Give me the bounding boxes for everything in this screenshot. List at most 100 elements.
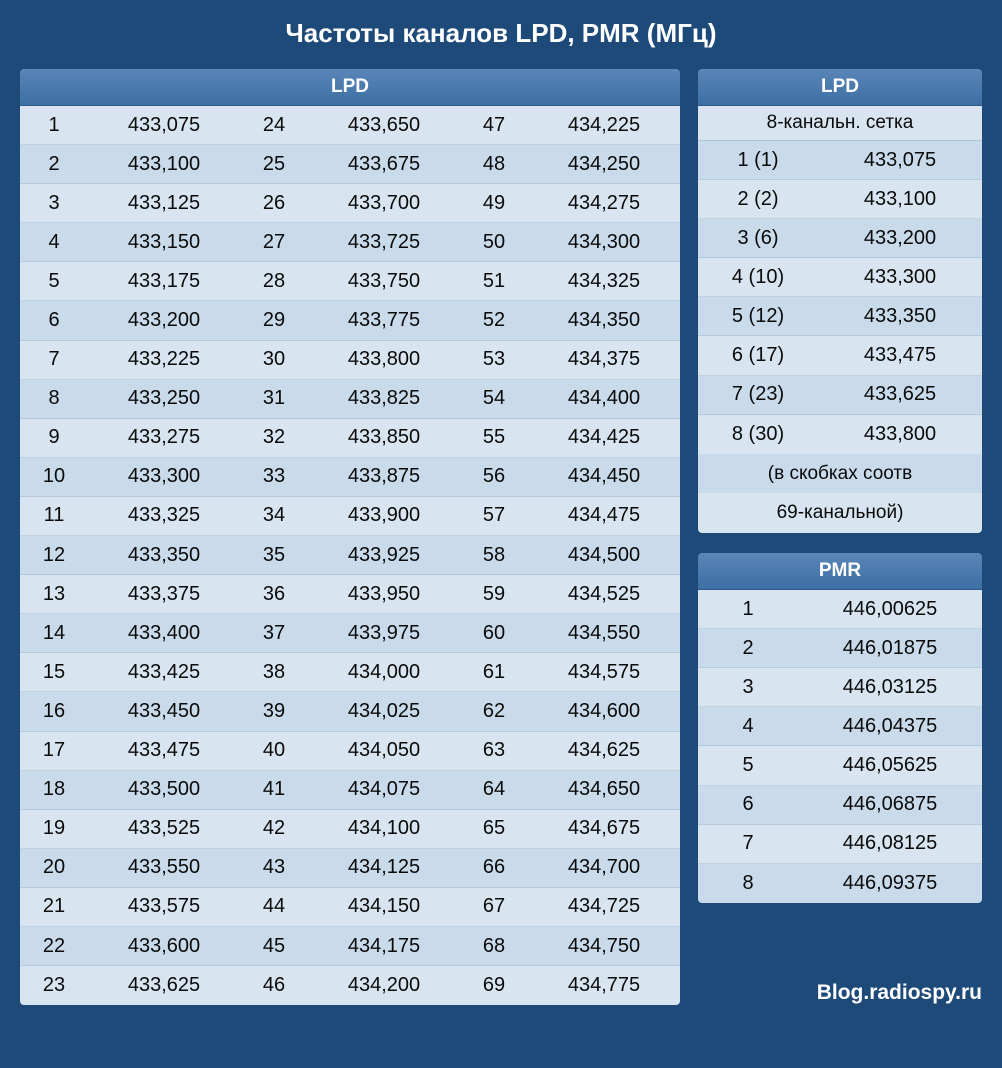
table-row: 23433,62546434,20069434,775 <box>20 966 680 1005</box>
lpd8-header: LPD <box>698 69 982 106</box>
channel-frequency: 434,600 <box>528 700 680 723</box>
channel-frequency: 433,750 <box>308 270 460 293</box>
lpd8-subhead: 8-канальн. сетка <box>698 106 982 141</box>
channel-frequency: 446,08125 <box>798 832 982 855</box>
channel-frequency: 433,275 <box>88 426 240 449</box>
channel-number: 21 <box>20 895 88 918</box>
channel-frequency: 434,100 <box>308 817 460 840</box>
channel-number: 8 <box>698 872 798 895</box>
channel-number: 24 <box>240 114 308 137</box>
lpd-table-body: 1433,07524433,65047434,2252433,10025433,… <box>20 106 680 1005</box>
channel-frequency: 433,675 <box>308 153 460 176</box>
channel-frequency: 434,200 <box>308 974 460 997</box>
table-row: 3446,03125 <box>698 668 982 707</box>
channel-number: 6 <box>20 309 88 332</box>
channel-number: 37 <box>240 622 308 645</box>
channel-number: 34 <box>240 504 308 527</box>
channel-frequency: 433,475 <box>88 739 240 762</box>
channel-frequency: 433,575 <box>88 895 240 918</box>
table-row: 7433,22530433,80053434,375 <box>20 341 680 380</box>
channel-number: 36 <box>240 583 308 606</box>
channel-number: 1 <box>698 598 798 621</box>
channel-frequency: 433,200 <box>88 309 240 332</box>
right-col: LPD 8-канальн. сетка 1 (1)433,0752 (2)43… <box>698 69 982 1005</box>
table-row: 12433,35035433,92558434,500 <box>20 536 680 575</box>
table-row: 2 (2)433,100 <box>698 180 982 219</box>
table-row: 15433,42538434,00061434,575 <box>20 653 680 692</box>
table-row: 17433,47540434,05063434,625 <box>20 732 680 771</box>
channel-number: 49 <box>460 192 528 215</box>
channel-frequency: 433,225 <box>88 348 240 371</box>
channel-number: 9 <box>20 426 88 449</box>
channel-frequency: 434,625 <box>528 739 680 762</box>
channel-number: 6 <box>698 793 798 816</box>
table-row: 6446,06875 <box>698 786 982 825</box>
channel-number: 30 <box>240 348 308 371</box>
table-row: 18433,50041434,07564434,650 <box>20 771 680 810</box>
channel-frequency: 433,400 <box>88 622 240 645</box>
channel-number: 5 (12) <box>698 305 818 328</box>
channel-number: 23 <box>20 974 88 997</box>
channel-frequency: 433,350 <box>818 305 982 328</box>
channel-number: 4 <box>20 231 88 254</box>
channel-frequency: 434,300 <box>528 231 680 254</box>
lpd8-note-2: 69-канальной) <box>698 493 982 533</box>
channel-number: 7 (23) <box>698 383 818 406</box>
table-row: 9433,27532433,85055434,425 <box>20 419 680 458</box>
channel-number: 19 <box>20 817 88 840</box>
channel-frequency: 433,775 <box>308 309 460 332</box>
channel-frequency: 433,725 <box>308 231 460 254</box>
channel-number: 4 (10) <box>698 266 818 289</box>
channel-number: 68 <box>460 935 528 958</box>
footer-url: Blog.radiospy.ru <box>698 969 982 1005</box>
channel-frequency: 446,06875 <box>798 793 982 816</box>
channel-frequency: 433,625 <box>818 383 982 406</box>
channel-number: 2 <box>20 153 88 176</box>
channel-number: 5 <box>20 270 88 293</box>
channel-frequency: 433,250 <box>88 387 240 410</box>
channel-number: 1 <box>20 114 88 137</box>
channel-frequency: 434,375 <box>528 348 680 371</box>
channel-frequency: 434,525 <box>528 583 680 606</box>
channel-number: 52 <box>460 309 528 332</box>
table-row: 2433,10025433,67548434,250 <box>20 145 680 184</box>
channel-frequency: 434,475 <box>528 504 680 527</box>
channel-number: 63 <box>460 739 528 762</box>
channel-frequency: 434,725 <box>528 895 680 918</box>
channel-number: 10 <box>20 465 88 488</box>
channel-frequency: 433,825 <box>308 387 460 410</box>
table-row: 3 (6)433,200 <box>698 219 982 258</box>
channel-number: 44 <box>240 895 308 918</box>
channel-number: 46 <box>240 974 308 997</box>
channel-number: 6 (17) <box>698 344 818 367</box>
channel-number: 11 <box>20 504 88 527</box>
channel-frequency: 434,225 <box>528 114 680 137</box>
channel-frequency: 434,550 <box>528 622 680 645</box>
pmr-header: PMR <box>698 553 982 590</box>
channel-frequency: 433,350 <box>88 544 240 567</box>
channel-frequency: 433,300 <box>88 465 240 488</box>
channel-frequency: 433,450 <box>88 700 240 723</box>
channel-frequency: 434,650 <box>528 778 680 801</box>
channel-number: 25 <box>240 153 308 176</box>
channel-number: 43 <box>240 856 308 879</box>
table-row: 5 (12)433,350 <box>698 297 982 336</box>
table-row: 6 (17)433,475 <box>698 336 982 375</box>
channel-frequency: 434,450 <box>528 465 680 488</box>
channel-number: 60 <box>460 622 528 645</box>
channel-frequency: 433,700 <box>308 192 460 215</box>
channel-number: 65 <box>460 817 528 840</box>
channel-number: 48 <box>460 153 528 176</box>
table-row: 6433,20029433,77552434,350 <box>20 301 680 340</box>
channel-frequency: 446,03125 <box>798 676 982 699</box>
channel-number: 17 <box>20 739 88 762</box>
channel-frequency: 434,750 <box>528 935 680 958</box>
table-row: 7446,08125 <box>698 825 982 864</box>
channel-frequency: 434,125 <box>308 856 460 879</box>
channel-frequency: 434,000 <box>308 661 460 684</box>
channel-frequency: 433,850 <box>308 426 460 449</box>
channel-number: 58 <box>460 544 528 567</box>
channel-number: 50 <box>460 231 528 254</box>
table-row: 7 (23)433,625 <box>698 376 982 415</box>
lpd8-table: LPD 8-канальн. сетка 1 (1)433,0752 (2)43… <box>698 69 982 533</box>
